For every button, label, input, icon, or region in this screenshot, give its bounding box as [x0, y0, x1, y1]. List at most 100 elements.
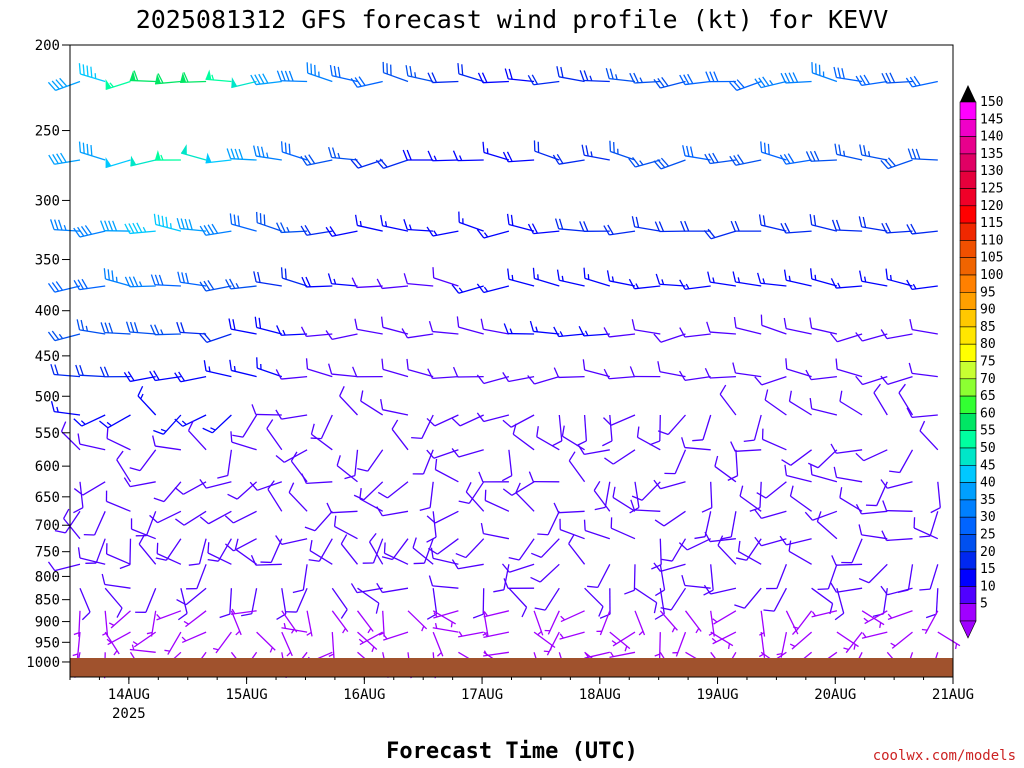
barb-staff: [281, 610, 298, 633]
barb-full: [686, 145, 690, 157]
barb-full: [736, 79, 745, 89]
colorbar-swatch: [959, 119, 977, 137]
y-tick-label: 750: [35, 545, 60, 561]
barb-full: [455, 552, 467, 559]
barb-staff: [78, 610, 81, 637]
barb-half: [333, 278, 337, 285]
barb-staff: [702, 414, 712, 441]
barb-full: [177, 612, 188, 621]
barb-staff: [735, 327, 762, 335]
wind-barb: [73, 225, 106, 238]
barb-staff: [534, 375, 560, 385]
barb-half: [561, 275, 564, 282]
barb-full: [657, 430, 669, 436]
wind-barb: [587, 564, 611, 589]
barb-staff: [384, 552, 409, 565]
wind-barb: [135, 511, 157, 537]
barb-staff: [709, 375, 736, 379]
barb-staff: [281, 588, 287, 614]
wind-barb: [634, 610, 646, 636]
barb-staff: [660, 333, 686, 343]
barb-half: [142, 226, 147, 233]
barb-staff: [760, 610, 766, 637]
barb-staff: [357, 80, 383, 88]
wind-barb: [150, 274, 181, 287]
wind-barb: [48, 152, 81, 165]
barb-half: [661, 279, 665, 285]
wind-barb: [603, 327, 636, 338]
barb-full: [174, 418, 184, 427]
barb-half: [776, 653, 783, 656]
barb-full: [664, 472, 676, 475]
barb-full: [811, 62, 814, 73]
wind-barb: [579, 70, 610, 83]
barb-full: [260, 146, 265, 158]
wind-barb: [831, 555, 863, 566]
barb-full: [503, 578, 509, 589]
colorbar-swatch: [959, 413, 977, 431]
barb-flag: [154, 150, 161, 161]
wind-barb: [584, 587, 604, 617]
barb-full: [787, 153, 795, 164]
barb-staff: [212, 414, 232, 434]
barb-staff: [861, 510, 888, 515]
y-tick-label: 550: [35, 426, 60, 442]
wind-barb: [465, 482, 485, 512]
barb-full: [129, 321, 135, 333]
barb-full: [909, 318, 913, 330]
wind-barb: [629, 366, 661, 378]
barb-full: [224, 515, 234, 524]
wind-barb: [47, 561, 81, 572]
barb-staff: [80, 151, 106, 161]
wind-barb: [559, 518, 585, 540]
barb-staff: [105, 80, 131, 91]
barb-full: [250, 74, 257, 85]
barb-staff: [54, 285, 81, 293]
barb-full: [105, 490, 108, 502]
barb-half: [269, 647, 273, 653]
barb-half: [458, 287, 464, 293]
barb-full: [327, 363, 333, 375]
barb-staff: [407, 75, 434, 83]
barb-full: [284, 268, 287, 280]
barb-full: [234, 148, 240, 160]
barb-half: [433, 612, 438, 618]
barb-full: [251, 404, 257, 415]
barb-staff: [434, 510, 459, 524]
barb-staff: [659, 632, 661, 659]
barb-full: [501, 475, 513, 482]
y-tick-label: 1000: [26, 655, 60, 671]
barb-full: [501, 563, 510, 573]
barb-staff: [660, 80, 686, 89]
barb-full: [506, 213, 510, 225]
barb-full: [230, 431, 233, 443]
barb-staff: [432, 627, 459, 633]
x-tick-label: 17AUG: [461, 687, 503, 703]
barb-full: [739, 485, 744, 497]
wind-barb: [456, 316, 484, 335]
wind-barb: [103, 268, 131, 287]
colorbar-swatch: [959, 274, 977, 293]
barb-full: [359, 488, 362, 499]
barb-full: [188, 563, 200, 566]
barb-full: [432, 267, 435, 278]
barb-staff: [54, 373, 81, 378]
wind-barb: [227, 481, 258, 500]
wind-barb: [301, 473, 333, 484]
barb-full: [327, 146, 333, 158]
wind-barb: [833, 466, 863, 483]
wind-barb: [858, 524, 888, 540]
barb-full: [594, 506, 606, 511]
barb-full: [280, 222, 286, 233]
barb-staff: [612, 449, 636, 465]
barb-full: [682, 145, 686, 156]
wind-barb: [568, 451, 586, 483]
wind-barb: [174, 371, 207, 383]
barb-full: [658, 221, 665, 232]
barb-full: [381, 358, 384, 370]
wind-barb: [85, 538, 106, 564]
barb-staff: [811, 327, 838, 335]
wind-barb: [177, 588, 188, 621]
wind-barb: [760, 314, 787, 335]
barb-full: [556, 66, 560, 77]
